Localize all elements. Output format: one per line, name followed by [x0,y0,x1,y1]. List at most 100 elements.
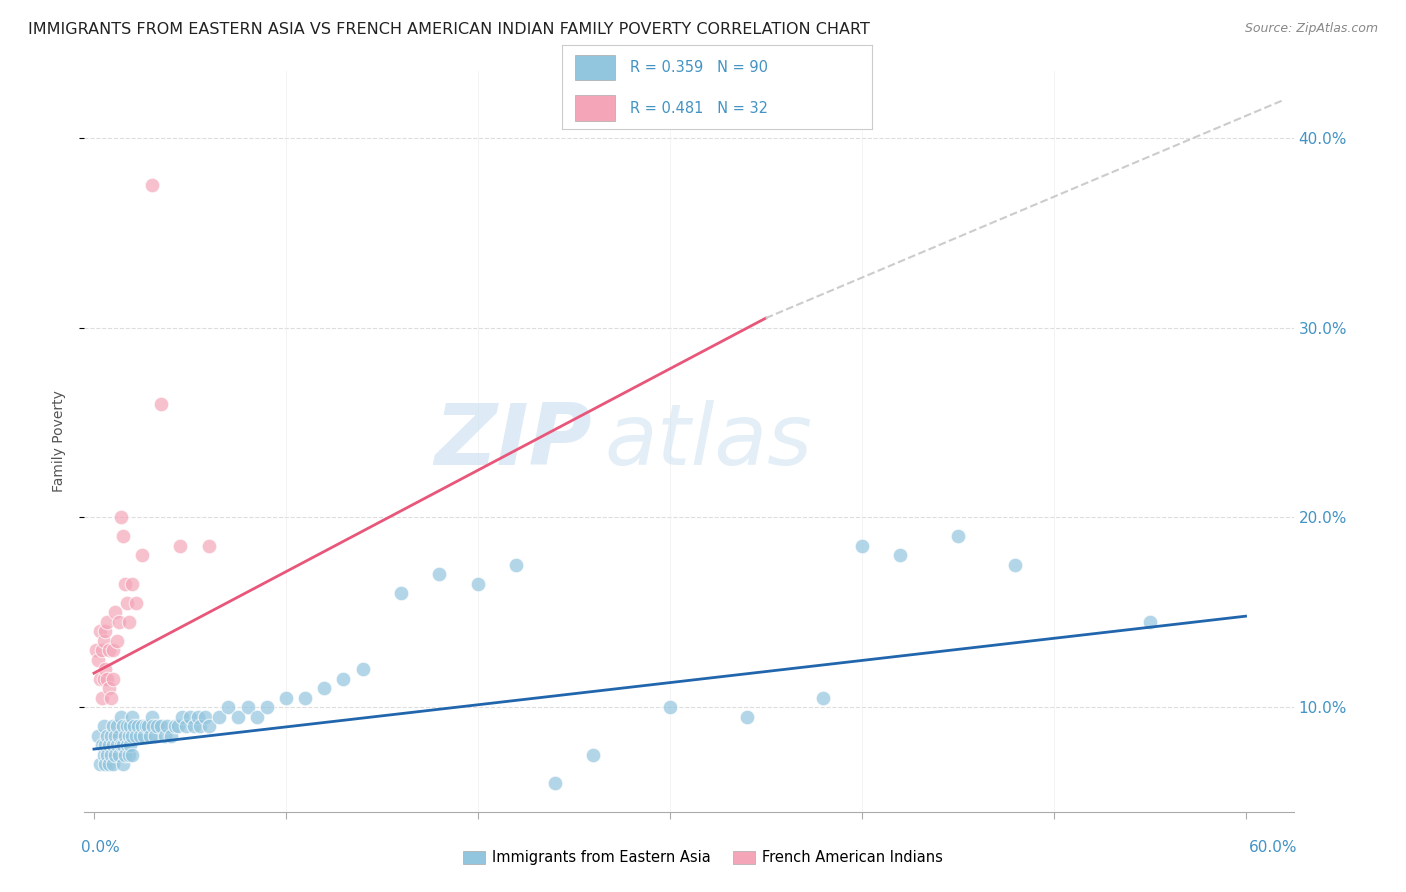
Point [294,690,316,705]
Point [174,719,197,733]
Point [146,719,169,733]
Point [101,643,124,657]
Point [167,719,190,733]
Point [94,757,117,772]
Point [125,596,148,610]
Point [851,539,873,553]
Point [150,396,173,410]
Point [138,729,160,743]
Point [100,747,122,762]
Point [120,739,142,753]
Point [100,729,122,743]
Point [93,672,115,686]
Point [94,739,117,753]
Point [121,747,143,762]
Point [125,729,148,743]
Point [101,757,124,772]
Point [101,739,124,753]
Point [198,539,221,553]
Point [108,615,131,629]
Text: atlas: atlas [605,400,813,483]
Point [90,690,112,705]
Point [256,700,278,714]
Point [236,700,259,714]
Point [104,729,127,743]
Point [89,757,111,772]
Text: 60.0%: 60.0% [1249,840,1298,855]
Point [121,577,143,591]
Point [84,643,107,657]
Point [226,710,249,724]
Point [105,739,128,753]
Text: ZIP: ZIP [434,400,592,483]
Point [96,615,118,629]
Point [141,178,163,193]
Point [172,710,194,724]
Point [114,729,136,743]
Point [658,700,681,714]
Point [187,710,209,724]
Point [98,643,121,657]
Point [87,653,110,667]
Text: 0.0%: 0.0% [80,840,120,855]
Point [121,729,143,743]
Point [946,529,969,543]
Point [89,672,111,686]
Point [93,747,115,762]
Bar [575,54,614,80]
Point [188,719,211,733]
Point [274,690,297,705]
Point [127,719,149,733]
Text: R = 0.359   N = 90: R = 0.359 N = 90 [630,60,769,75]
Point [94,624,117,639]
Point [110,739,132,753]
Point [101,672,124,686]
Point [93,633,115,648]
Point [1004,558,1026,572]
Point [117,729,139,743]
Point [208,710,231,724]
Point [131,719,153,733]
Point [505,558,527,572]
Point [145,729,167,743]
Text: Source: ZipAtlas.com: Source: ZipAtlas.com [1244,22,1378,36]
Point [122,719,145,733]
Text: IMMIGRANTS FROM EASTERN ASIA VS FRENCH AMERICAN INDIAN FAMILY POVERTY CORRELATIO: IMMIGRANTS FROM EASTERN ASIA VS FRENCH A… [28,22,870,37]
Point [117,615,139,629]
Point [115,739,138,753]
Point [131,549,153,563]
Point [104,606,127,620]
Point [104,747,127,762]
Point [108,747,131,762]
Point [96,672,118,686]
Point [96,729,118,743]
Point [179,710,201,724]
Point [135,719,157,733]
Point [115,596,138,610]
Y-axis label: Family Poverty: Family Poverty [52,391,66,492]
Point [132,729,155,743]
Point [582,747,605,762]
Point [813,690,835,705]
Point [120,719,142,733]
Point [105,719,128,733]
Point [429,567,451,582]
Point [100,690,122,705]
Point [111,757,134,772]
Point [111,739,134,753]
Point [108,729,131,743]
Point [114,577,136,591]
Point [129,729,152,743]
Point [332,672,354,686]
Bar [575,95,614,120]
Legend: Immigrants from Eastern Asia, French American Indians: Immigrants from Eastern Asia, French Ame… [457,845,949,871]
Point [117,747,139,762]
Text: R = 0.481   N = 32: R = 0.481 N = 32 [630,101,769,116]
Point [183,719,205,733]
Point [89,624,111,639]
Point [217,700,239,714]
Point [1139,615,1161,629]
Point [198,719,221,733]
Point [98,681,121,696]
Point [96,747,118,762]
